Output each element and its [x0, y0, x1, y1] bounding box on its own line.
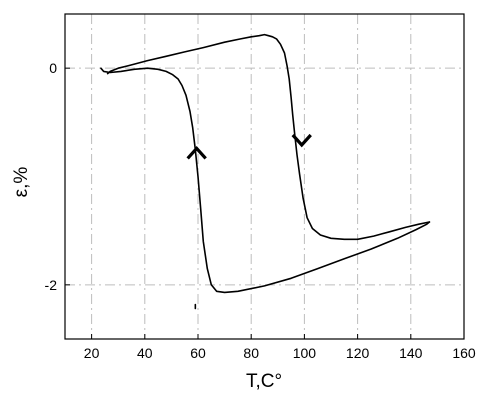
arrow-down-marker	[291, 133, 312, 148]
y-axis-title: ε,%	[11, 167, 32, 198]
series-0-line	[106, 33, 431, 241]
annotations	[186, 133, 312, 310]
plot-frame	[64, 13, 465, 340]
series-1-line	[100, 67, 431, 294]
y-tick-label-1: 0	[49, 60, 57, 76]
x-tick-label-7: 160	[452, 345, 476, 361]
x-axis-ticks: 20 40 60 80 100 120 140 160	[84, 334, 476, 361]
x-tick-label-1: 40	[137, 345, 153, 361]
x-tick-label-3: 80	[243, 345, 259, 361]
x-tick-label-0: 20	[84, 345, 100, 361]
y-tick-label-0: -2	[45, 277, 58, 293]
x-tick-label-6: 140	[399, 345, 423, 361]
arrow-up-marker	[186, 146, 207, 160]
x-axis-title: T,C°	[246, 371, 282, 392]
x-tick-label-4: 100	[293, 345, 317, 361]
x-tick-label-2: 60	[190, 345, 206, 361]
x-tick-label-5: 120	[346, 345, 370, 361]
y-axis-ticks: -2 0	[45, 60, 70, 293]
grid-lines	[65, 14, 464, 339]
curves	[100, 33, 431, 294]
